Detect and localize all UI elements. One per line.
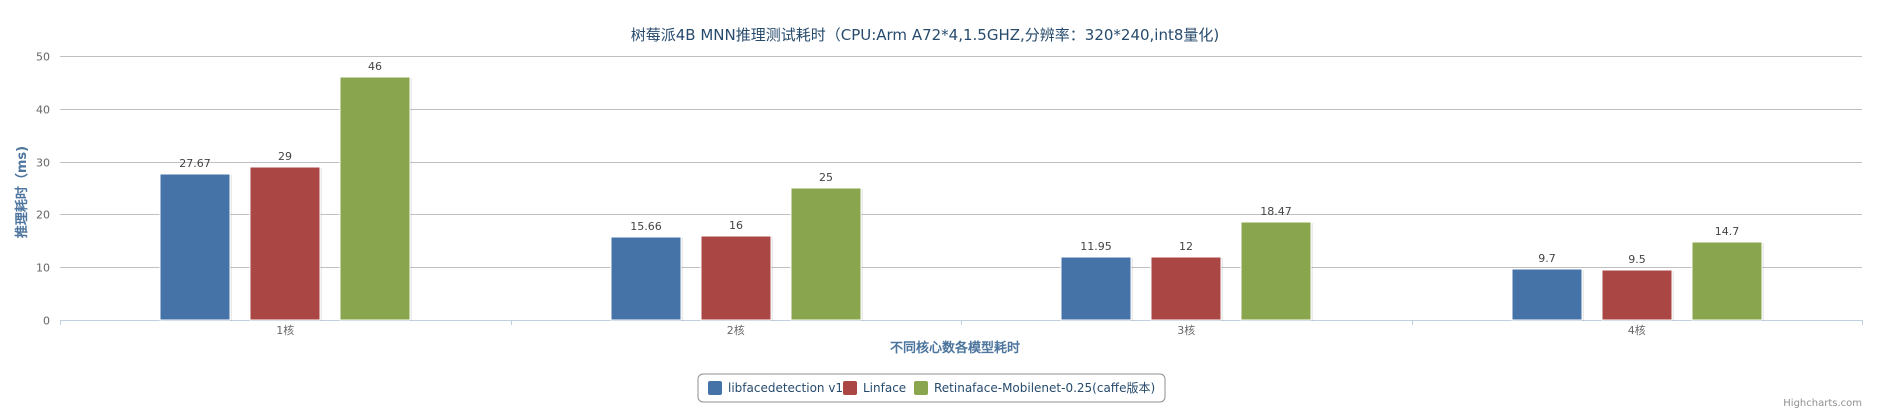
legend-item-1[interactable]: libfacedetection v1 — [708, 381, 843, 395]
data-label: 11.95 — [1080, 240, 1112, 253]
y-tick-label: 10 — [36, 262, 50, 275]
legend-frame — [697, 373, 1166, 403]
legend-items: libfacedetection v1 Linface Retinaface-Mob… — [708, 381, 1155, 395]
bar-1-2[interactable] — [610, 236, 682, 321]
bar-2-4[interactable] — [1601, 269, 1673, 321]
bar-1-4[interactable] — [1511, 268, 1583, 321]
y-axis: 0 10 20 30 40 50 — [36, 51, 50, 328]
bar-2-1[interactable] — [249, 166, 321, 321]
grid-lines — [60, 56, 1862, 268]
bars — [159, 76, 1764, 321]
x-axis-title: 不同核心数各模型耗时 — [890, 340, 1020, 356]
bar-2-3[interactable] — [1150, 256, 1222, 321]
bar-1-3[interactable] — [1060, 256, 1132, 321]
legend-swatch — [843, 381, 857, 395]
data-label: 27.67 — [179, 157, 211, 170]
y-axis-title: 推理耗时（ms) — [14, 146, 30, 238]
y-tick-label: 40 — [36, 104, 50, 117]
y-tick-label: 20 — [36, 209, 50, 222]
legend-item-2[interactable]: Linface — [843, 381, 906, 395]
chart-title: 树莓派4B MNN推理测试耗时（CPU:Arm A72*4,1.5GHZ,分辨率… — [631, 26, 1220, 44]
x-tick-label: 3核 — [1177, 323, 1195, 337]
data-label: 25 — [819, 171, 833, 184]
bar-3-3[interactable] — [1240, 221, 1312, 321]
data-label: 9.7 — [1538, 252, 1556, 265]
legend-swatch — [914, 381, 928, 395]
y-tick-label: 30 — [36, 157, 50, 170]
data-label: 18.47 — [1260, 205, 1292, 218]
bar-2-2[interactable] — [700, 235, 772, 321]
bar-1-1[interactable] — [159, 173, 231, 321]
legend-swatch — [708, 381, 722, 395]
legend: libfacedetection v1 Linface Retinaface-Mob… — [697, 373, 1166, 403]
data-labels: 27.67 15.66 11.95 9.7 29 16 12 9.5 46 25 18.47 14.7 — [179, 60, 1739, 266]
data-label: 12 — [1179, 240, 1193, 253]
legend-label: Linface — [863, 381, 906, 395]
data-label: 16 — [729, 219, 743, 232]
x-tick-label: 2核 — [727, 323, 745, 337]
x-axis: 1核 2核 3核 4核 — [60, 320, 1863, 337]
legend-label: Retinaface-Mobilenet-0.25(caffe版本) — [934, 381, 1155, 395]
data-label: 46 — [368, 60, 382, 73]
data-label: 9.5 — [1628, 253, 1646, 266]
data-label: 15.66 — [630, 220, 662, 233]
y-tick-label: 0 — [43, 315, 50, 328]
data-label: 29 — [278, 150, 292, 163]
legend-label: libfacedetection v1 — [728, 381, 843, 395]
bar-3-4[interactable] — [1691, 241, 1763, 321]
bar-3-1[interactable] — [339, 76, 411, 321]
x-tick-label: 1核 — [276, 323, 294, 337]
bar-3-2[interactable] — [790, 187, 862, 321]
legend-item-3[interactable]: Retinaface-Mobilenet-0.25(caffe版本) — [914, 381, 1155, 395]
credits-link[interactable]: Highcharts.com — [1783, 398, 1862, 409]
x-tick-label: 4核 — [1628, 323, 1646, 337]
data-label: 14.7 — [1715, 225, 1740, 238]
y-tick-label: 50 — [36, 51, 50, 64]
